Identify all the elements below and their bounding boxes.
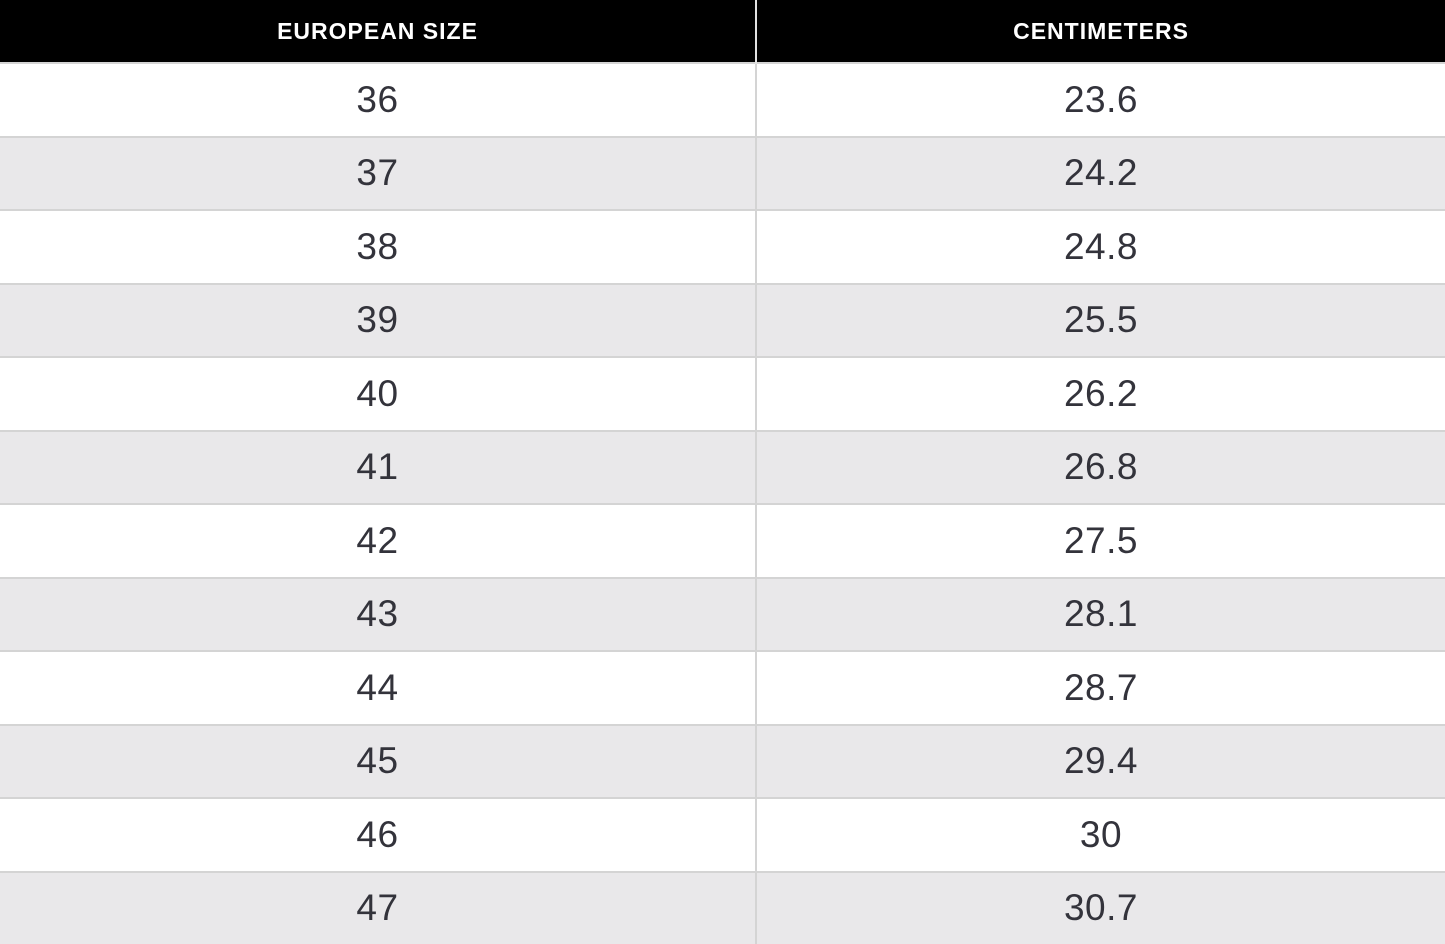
- cm-cell: 29.4: [756, 725, 1445, 799]
- cm-cell: 30: [756, 798, 1445, 872]
- cm-cell: 28.7: [756, 651, 1445, 725]
- cm-cell: 25.5: [756, 284, 1445, 358]
- cm-cell: 24.8: [756, 210, 1445, 284]
- size-cell: 36: [0, 63, 756, 137]
- cm-cell: 26.8: [756, 431, 1445, 505]
- cm-cell: 23.6: [756, 63, 1445, 137]
- size-cell: 38: [0, 210, 756, 284]
- cm-cell: 28.1: [756, 578, 1445, 652]
- cm-cell: 26.2: [756, 357, 1445, 431]
- header-european-size: EUROPEAN SIZE: [0, 0, 756, 63]
- size-cell: 37: [0, 137, 756, 211]
- size-cell: 44: [0, 651, 756, 725]
- cm-cell: 24.2: [756, 137, 1445, 211]
- size-cell: 40: [0, 357, 756, 431]
- size-cell: 45: [0, 725, 756, 799]
- size-cell: 43: [0, 578, 756, 652]
- size-cell: 41: [0, 431, 756, 505]
- size-cell: 47: [0, 872, 756, 944]
- header-centimeters: CENTIMETERS: [756, 0, 1445, 63]
- size-cell: 46: [0, 798, 756, 872]
- table-header: EUROPEAN SIZE CENTIMETERS: [0, 0, 1445, 63]
- cm-cell: 27.5: [756, 504, 1445, 578]
- cm-cell: 30.7: [756, 872, 1445, 944]
- header-row: EUROPEAN SIZE CENTIMETERS: [0, 0, 1445, 63]
- size-cell: 39: [0, 284, 756, 358]
- size-cell: 42: [0, 504, 756, 578]
